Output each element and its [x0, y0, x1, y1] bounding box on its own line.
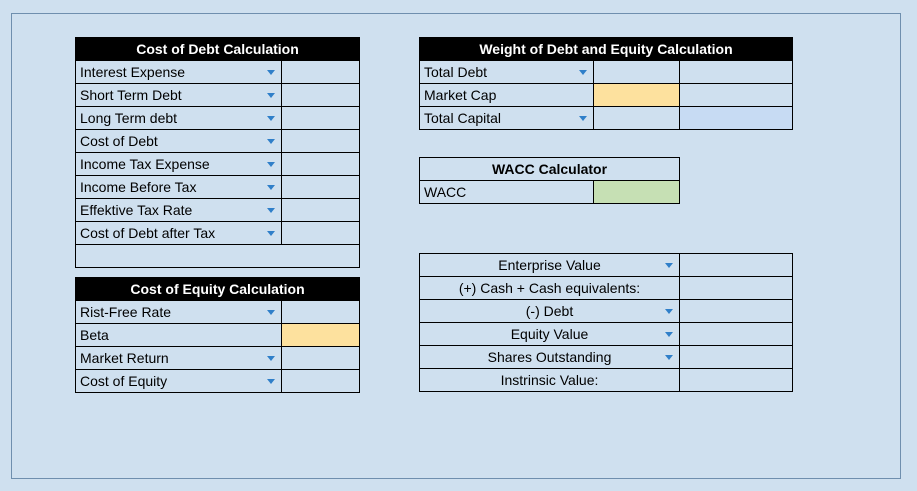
label-cell[interactable]: Instrinsic Value:: [419, 368, 680, 392]
total-capital-value-cell[interactable]: [593, 106, 680, 130]
cost-of-debt-after-tax-value-cell[interactable]: [281, 221, 360, 245]
market-cap-input-cell[interactable]: [593, 83, 680, 107]
equity-value-cell[interactable]: [679, 322, 793, 346]
short-term-debt-value-cell[interactable]: [281, 83, 360, 107]
label-cell[interactable]: Income Before Tax: [75, 175, 282, 199]
label-cell[interactable]: Cost of Debt: [75, 129, 282, 153]
weights-table: Weight of Debt and Equity Calculation To…: [419, 37, 793, 130]
filter-dropdown-icon[interactable]: [665, 355, 673, 360]
row-label: Effektive Tax Rate: [80, 202, 193, 218]
label-cell[interactable]: Rist-Free Rate: [75, 300, 282, 324]
cost-of-debt-table: Cost of Debt Calculation Interest Expens…: [75, 37, 360, 268]
row-label: Market Return: [80, 350, 169, 366]
label-cell[interactable]: Cost of Equity: [75, 369, 282, 393]
label-cell[interactable]: Market Cap: [419, 83, 594, 107]
filter-dropdown-icon[interactable]: [579, 116, 587, 121]
row-label: Beta: [80, 327, 109, 343]
row-label: Interest Expense: [80, 64, 186, 80]
label-cell[interactable]: Total Capital: [419, 106, 594, 130]
row-label: Long Term debt: [80, 110, 178, 126]
filter-dropdown-icon[interactable]: [267, 231, 275, 236]
total-debt-value-cell[interactable]: [593, 60, 680, 84]
enterprise-value-cell[interactable]: [679, 253, 793, 277]
filter-dropdown-icon[interactable]: [665, 263, 673, 268]
filter-dropdown-icon[interactable]: [665, 309, 673, 314]
market-return-value-cell[interactable]: [280, 346, 361, 370]
row-label: Cost of Debt after Tax: [80, 225, 216, 241]
label-cell[interactable]: (+) Cash + Cash equivalents:: [419, 276, 680, 300]
filter-dropdown-icon[interactable]: [267, 310, 275, 315]
label-cell[interactable]: Equity Value: [419, 322, 680, 346]
risk-free-rate-value-cell[interactable]: [280, 300, 361, 324]
label-cell[interactable]: Interest Expense: [75, 60, 282, 84]
filter-dropdown-icon[interactable]: [267, 208, 275, 213]
label-cell[interactable]: Total Debt: [419, 60, 594, 84]
row-label: Equity Value: [510, 326, 589, 342]
row-label: Total Debt: [424, 64, 488, 80]
total-debt-weight-cell[interactable]: [679, 60, 793, 84]
beta-input-cell[interactable]: [280, 323, 361, 347]
cost-of-debt-value-cell[interactable]: [281, 129, 360, 153]
filter-dropdown-icon[interactable]: [267, 93, 275, 98]
filter-dropdown-icon[interactable]: [579, 70, 587, 75]
label-cell[interactable]: Effektive Tax Rate: [75, 198, 282, 222]
shares-outstanding-value-cell[interactable]: [679, 345, 793, 369]
filter-dropdown-icon[interactable]: [267, 116, 275, 121]
valuation-table: Enterprise Value (+) Cash + Cash equival…: [419, 253, 793, 392]
label-cell[interactable]: Long Term debt: [75, 106, 282, 130]
row-label: Instrinsic Value:: [500, 372, 599, 388]
row-label: Income Tax Expense: [80, 156, 210, 172]
total-capital-weight-cell[interactable]: [679, 106, 793, 130]
wacc-title: WACC Calculator: [419, 157, 680, 181]
row-label: Total Capital: [424, 110, 502, 126]
wacc-label-cell[interactable]: WACC: [419, 180, 594, 204]
intrinsic-value-cell[interactable]: [679, 368, 793, 392]
weights-title: Weight of Debt and Equity Calculation: [419, 37, 793, 61]
row-label: Rist-Free Rate: [80, 304, 172, 320]
cost-of-equity-value-cell[interactable]: [280, 369, 361, 393]
row-label: Short Term Debt: [80, 87, 182, 103]
income-tax-expense-value-cell[interactable]: [281, 152, 360, 176]
filter-dropdown-icon[interactable]: [267, 379, 275, 384]
cost-of-equity-table: Cost of Equity Calculation Rist-Free Rat…: [74, 277, 361, 393]
filter-dropdown-icon[interactable]: [267, 162, 275, 167]
blank-separator-cell[interactable]: [75, 244, 360, 268]
row-label: (+) Cash + Cash equivalents:: [458, 280, 641, 296]
label-cell[interactable]: (-) Debt: [419, 299, 680, 323]
label-cell[interactable]: Shares Outstanding: [419, 345, 680, 369]
label-cell[interactable]: Beta: [75, 323, 282, 347]
filter-dropdown-icon[interactable]: [267, 70, 275, 75]
row-label: Market Cap: [424, 87, 497, 103]
long-term-debt-value-cell[interactable]: [281, 106, 360, 130]
row-label: Shares Outstanding: [487, 349, 612, 365]
wacc-result-cell[interactable]: [593, 180, 680, 204]
label-cell[interactable]: Enterprise Value: [419, 253, 680, 277]
row-label: Income Before Tax: [80, 179, 197, 195]
label-cell[interactable]: Market Return: [75, 346, 282, 370]
cost-of-equity-title: Cost of Equity Calculation: [74, 277, 361, 301]
row-label: Cost of Equity: [80, 373, 168, 389]
filter-dropdown-icon[interactable]: [267, 356, 275, 361]
cash-equivalents-value-cell[interactable]: [679, 276, 793, 300]
filter-dropdown-icon[interactable]: [267, 185, 275, 190]
label-cell[interactable]: Income Tax Expense: [75, 152, 282, 176]
income-before-tax-value-cell[interactable]: [281, 175, 360, 199]
row-label: Enterprise Value: [498, 257, 601, 273]
market-cap-weight-cell[interactable]: [679, 83, 793, 107]
filter-dropdown-icon[interactable]: [665, 332, 673, 337]
row-label: Cost of Debt: [80, 133, 158, 149]
cost-of-debt-title: Cost of Debt Calculation: [75, 37, 360, 61]
sheet-frame: [11, 13, 901, 479]
wacc-table: WACC Calculator WACC: [419, 157, 680, 204]
row-label: (-) Debt: [525, 303, 574, 319]
interest-expense-value-cell[interactable]: [281, 60, 360, 84]
filter-dropdown-icon[interactable]: [267, 139, 275, 144]
label-cell[interactable]: Short Term Debt: [75, 83, 282, 107]
effective-tax-rate-value-cell[interactable]: [281, 198, 360, 222]
debt-value-cell[interactable]: [679, 299, 793, 323]
label-cell[interactable]: Cost of Debt after Tax: [75, 221, 282, 245]
